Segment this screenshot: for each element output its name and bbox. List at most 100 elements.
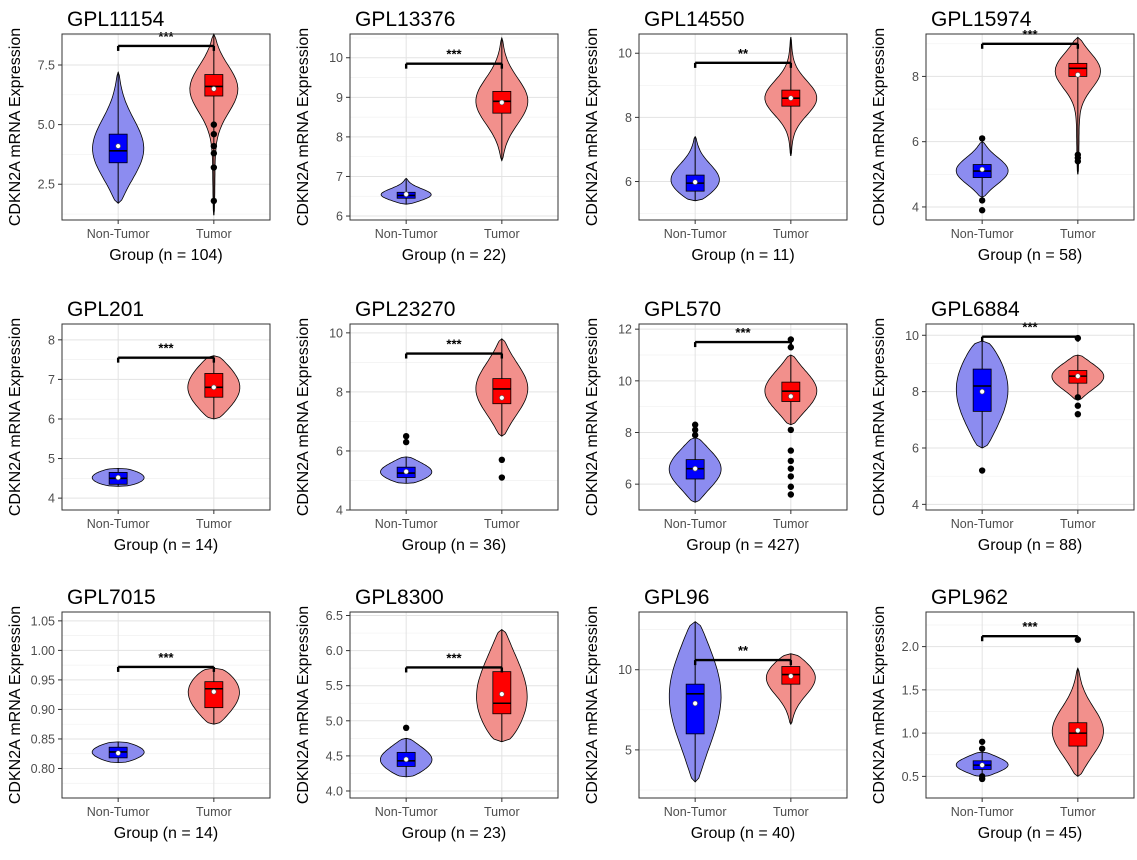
plot-background [350,324,558,510]
y-tick-label: 0.90 [31,703,55,717]
plot-border [349,611,559,799]
y-tick-label: 6 [336,210,343,224]
x-axis-label: Group (n = 36) [402,537,507,554]
y-tick-label: 5 [625,743,632,757]
mean-point [403,468,409,475]
outlier-point [978,467,986,474]
mean-point [211,86,217,92]
chart-panel-gpl13376: GPL13376 *** 6 7 8 9 10 Non-Tumor Tumor Group (n … [288,0,568,282]
significance-label: *** [158,341,174,356]
mean-point [788,393,794,400]
chart-panel-gpl14550: GPL14550 ** 6 8 10 Non-Tumor Tumor Group (n = 1… [577,0,857,282]
y-tick-label: 10 [618,47,632,61]
violin-chart-svg: GPL14550 ** 6 8 10 Non-Tumor Tumor Group (n = 1… [584,8,848,264]
y-tick-label: 8 [912,385,919,399]
chart-panel-gpl11154: GPL11154 *** 2.5 5.0 7.5 Non-Tumor Tumor Group … [0,0,280,282]
outlier-point [787,457,795,465]
mean-point [692,465,698,472]
mean-point [403,191,409,197]
y-tick-label: 5.0 [38,118,55,132]
chart-title: GPL962 [931,586,1008,609]
outlier-point [978,197,986,204]
x-axis-label: Group (n = 427) [686,537,799,554]
plot-border [638,323,848,511]
plot-border [638,611,848,799]
violin-chart-svg: GPL96 ** 5 10 Non-Tumor Tumor Group (n = 40) CD… [584,586,848,842]
y-tick-label: 8 [336,385,343,399]
outlier-point [787,426,795,434]
plot-background [62,612,270,798]
chart-panel-gpl6884: GPL6884 *** 4 6 8 10 Non-Tumor Tumor Group (n = … [864,290,1137,572]
mean-point [403,756,409,763]
box-tumor [204,681,224,709]
plot-background [926,34,1134,220]
y-tick-label: 1.05 [31,614,55,628]
chart-title: GPL11154 [67,8,165,31]
y-tick-label: 1.5 [902,683,919,697]
y-tick-label: 1.00 [31,644,55,658]
y-tick-label: 0.80 [31,762,55,776]
chart-panel-gpl8300: GPL8300 *** 4.0 4.5 5.0 5.5 6.0 6.5 Non-Tumor Tum… [288,578,568,860]
plot-border [925,611,1135,799]
outlier-point [787,447,795,454]
y-tick-label: 5.0 [326,714,343,728]
violin-chart-svg: GPL6884*** 4 6 8 10 Non-Tumor Tumor Group (n = … [871,298,1135,554]
y-tick-label: 8 [625,111,632,125]
chart-title: GPL15974 [931,8,1032,31]
mean-point [115,474,121,481]
y-tick-label: 10 [618,374,632,388]
y-axis-label: CDKN2A mRNA Expression [871,28,888,226]
significance-label: *** [446,337,462,352]
outlier-point [1074,394,1082,401]
plot-background [62,34,270,220]
y-axis-label: CDKN2A mRNA Expression [7,28,24,226]
outlier-point [691,431,699,439]
y-tick-label: 10 [329,51,343,65]
y-tick-label: 6.0 [326,644,343,658]
significance-label: *** [446,47,462,62]
x-tick-label: Non-Tumor [951,227,1014,241]
chart-title: GPL201 [67,298,144,321]
x-tick-label: Non-Tumor [375,227,438,241]
y-tick-label: 4 [912,498,919,512]
outlier-point [402,438,410,446]
mean-point [979,388,985,395]
significance-label: *** [735,325,751,340]
mean-point [1075,373,1081,379]
y-tick-label: 0.5 [902,770,919,784]
y-tick-label: 8 [625,426,632,440]
y-axis-label: CDKN2A mRNA Expression [584,28,601,226]
y-tick-label: 8 [912,70,919,84]
x-axis-label: Group (n = 45) [978,825,1083,842]
x-tick-label: Non-Tumor [951,805,1014,819]
chart-panel-gpl570: GPL570 *** 6 8 10 12 Non-Tumor Tumor Group (n = … [577,290,857,572]
y-tick-label: 10 [905,329,919,343]
x-tick-label: Tumor [484,227,520,241]
y-tick-label: 1.0 [902,727,919,741]
outlier-point [787,473,795,480]
y-tick-label: 0.85 [31,732,55,746]
x-axis-label: Group (n = 104) [109,247,222,264]
plot-border [61,611,271,799]
outlier-point [978,775,986,783]
violin-chart-svg: GPL13376 *** 6 7 8 9 10 Non-Tumor Tumor Group (n … [295,8,559,264]
y-axis-label: CDKN2A mRNA Expression [7,606,24,804]
mean-point [499,99,505,106]
mean-point [1075,727,1081,734]
y-tick-label: 9 [336,91,343,105]
y-tick-label: 10 [329,326,343,340]
x-tick-label: Tumor [773,227,809,241]
outlier-point [210,130,218,138]
violin-chart-svg: GPL23270 *** 4 6 8 10 Non-Tumor Tumor Group (n =… [295,298,559,554]
outlier-point [978,207,986,214]
outlier-point [978,745,986,752]
x-tick-label: Tumor [484,517,520,531]
violin-chart-svg: GPL962 *** 0.5 1.0 1.5 2.0 Non-Tumor Tumor Group… [871,586,1135,842]
y-tick-label: 6 [625,175,632,189]
plot-background [926,324,1134,510]
x-tick-label: Non-Tumor [951,517,1014,531]
chart-title: GPL14550 [644,8,744,31]
outlier-point [498,474,506,481]
x-tick-label: Tumor [196,517,232,531]
outlier-point [978,738,986,745]
